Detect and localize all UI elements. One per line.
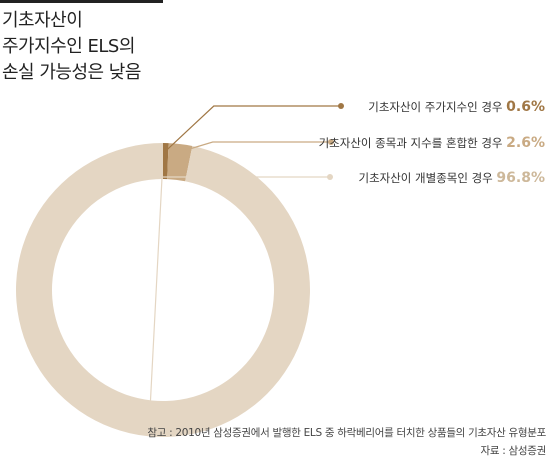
leader-line-2 (179, 141, 331, 153)
leader-line-1 (165, 105, 341, 152)
chart-title-line-3: 손실 가능성은 낮음 (2, 62, 141, 83)
legend-label-1: 기초자산이 주가지수인 경우 0.6% (368, 99, 545, 115)
donut-slice-3 (16, 143, 310, 437)
footnote-source: 자료 : 삼성증권 (480, 445, 547, 457)
chart-title-line-2: 주가지수인 ELS의 (2, 36, 135, 57)
legend-value-1: 0.6% (506, 99, 545, 115)
legend-dot-3 (327, 174, 333, 180)
legend-value-3: 96.8% (496, 170, 545, 186)
chart-title: 기초자산이 주가지수인 ELS의 손실 가능성은 낮음 (2, 8, 141, 86)
donut-slice-2 (167, 143, 193, 182)
footnote: 참고 : 2010년 삼성증권에서 발행한 ELS 중 하락베리어를 터치한 상… (147, 424, 546, 460)
legend-label-2: 기초자산이 종목과 지수를 혼합한 경우 2.6% (319, 135, 545, 151)
legend-dot-1 (338, 103, 344, 109)
title-top-rule (0, 0, 163, 3)
chart-title-line-1: 기초자산이 (2, 10, 83, 31)
legend-dot-2 (328, 139, 334, 145)
legend-value-2: 2.6% (506, 135, 545, 151)
legend-label-3: 기초자산이 개별종목인 경우 96.8% (358, 170, 545, 186)
donut-slice-1 (163, 143, 169, 180)
footnote-reference: 참고 : 2010년 삼성증권에서 발행한 ELS 중 하락베리어를 터치한 상… (147, 427, 546, 439)
leader-line-3 (148, 176, 330, 429)
